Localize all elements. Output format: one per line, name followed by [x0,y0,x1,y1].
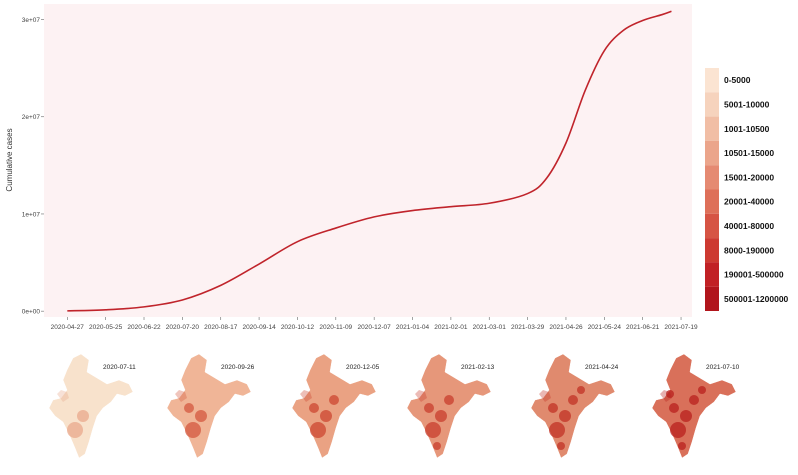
map-date-label: 2020-12-05 [346,364,380,371]
legend-label: 10501-15000 [724,148,774,158]
x-tick-label: 2020-04-27 [51,324,85,331]
legend-swatch [705,286,719,311]
map-region [415,390,427,402]
x-tick-label: 2021-02-01 [434,324,468,331]
map-hotspot [329,395,339,405]
legend-swatch [705,140,719,166]
map-hotspot [666,390,674,398]
cumulative-cases-line [67,10,672,312]
map-hotspot [444,395,454,405]
map-hotspot [67,422,83,438]
x-tick-label: 2021-03-29 [511,324,545,331]
map-region [175,390,187,402]
y-tick-label: 0e+00 [22,308,41,315]
legend-swatch [705,189,719,214]
map-hotspot [559,410,571,422]
y-axis-label: Cumulative cases [5,128,14,191]
map-hotspot [557,442,565,450]
map-hotspot [310,422,326,438]
map-strip: 2020-07-11 2020-09-26 2020-12-05 2021-02-13… [48,353,740,459]
legend-swatch [705,68,719,93]
map-hotspot [670,422,686,438]
map-hotspot [568,395,578,405]
india-map: 2020-09-26 [166,353,255,459]
x-tick-label: 2021-01-04 [396,324,430,331]
legend-label: 20001-40000 [724,197,774,207]
x-tick-group: 2020-04-27 2020-05-25 2020-06-22 2020-07-20… [51,317,698,331]
map-region [57,390,69,402]
x-tick-label: 2020-12-07 [358,324,392,331]
map-hotspot [309,403,319,413]
map-hotspot [669,403,679,413]
map-hotspot [433,442,441,450]
y-tick-label: 3e+07 [22,17,41,24]
map-hotspot [77,410,89,422]
legend-label: 8000-190000 [724,245,774,255]
x-tick-label: 2020-08-17 [204,324,238,331]
map-hotspot [185,422,201,438]
map-region [300,390,312,402]
legend-label: 500001-1200000 [724,294,789,304]
legend-label: 5001-10000 [724,99,770,109]
map-hotspot [548,403,558,413]
india-map: 2021-07-10 [651,353,740,459]
legend-swatch [705,262,719,287]
india-map: 2021-04-24 [530,353,619,459]
map-hotspot [549,422,565,438]
x-tick-label: 2020-06-22 [127,324,161,331]
map-hotspot [435,410,447,422]
x-tick-label: 2020-09-14 [242,324,276,331]
map-date-label: 2021-04-24 [585,364,619,371]
legend-swatch [705,116,719,141]
plot-panel [44,4,692,317]
map-hotspot [698,386,706,394]
x-tick-label: 2020-05-25 [89,324,123,331]
map-region [660,390,672,402]
map-date-label: 2020-07-11 [103,364,136,371]
map-hotspot [678,442,686,450]
y-tick-label: 1e+07 [22,211,41,218]
map-date-label: 2021-07-10 [706,364,740,371]
legend-swatch [705,238,719,263]
legend-label: 1001-10500 [724,124,770,134]
map-hotspot [425,422,441,438]
legend-label: 15001-20000 [724,172,774,182]
map-date-label: 2021-02-13 [461,364,495,371]
x-tick-label: 2021-07-19 [664,324,698,331]
legend-label: 0-5000 [724,75,751,85]
x-tick-label: 2020-07-20 [166,324,200,331]
x-tick-label: 2021-04-26 [549,324,583,331]
x-tick-label: 2021-03-01 [473,324,507,331]
legend-label: 190001-500000 [724,270,784,280]
x-tick-label: 2021-05-24 [588,324,622,331]
india-map: 2020-12-05 [291,353,380,459]
map-hotspot [195,410,207,422]
x-tick-label: 2021-06-21 [626,324,660,331]
map-hotspot [424,403,434,413]
legend-swatch [705,213,719,239]
x-tick-label: 2020-10-12 [281,324,315,331]
x-tick-label: 2020-11-09 [319,324,352,331]
legend: 0-5000 5001-10000 1001-10500 10501-15000 150… [705,68,789,311]
map-hotspot [184,403,194,413]
map-hotspot [680,410,692,422]
india-map: 2021-02-13 [406,353,495,459]
map-hotspot [689,395,699,405]
map-date-label: 2020-09-26 [221,364,255,371]
map-region [539,390,551,402]
y-tick-group: 0e+00 1e+07 2e+07 3e+07 [22,17,44,315]
legend-swatch [705,165,719,190]
legend-swatch [705,92,719,117]
map-hotspot [577,386,585,394]
y-tick-label: 2e+07 [22,114,41,121]
map-hotspot [320,410,332,422]
legend-label: 40001-80000 [724,221,774,231]
india-map: 2020-07-11 [48,353,136,459]
